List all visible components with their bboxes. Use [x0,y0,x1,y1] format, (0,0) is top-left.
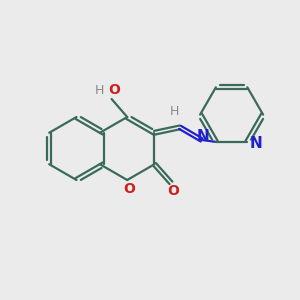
Text: N: N [197,130,209,145]
Text: H: H [170,105,179,118]
Text: H: H [94,83,104,97]
Text: O: O [167,184,179,198]
Text: O: O [123,182,135,196]
Text: O: O [109,83,121,97]
Text: N: N [249,136,262,151]
